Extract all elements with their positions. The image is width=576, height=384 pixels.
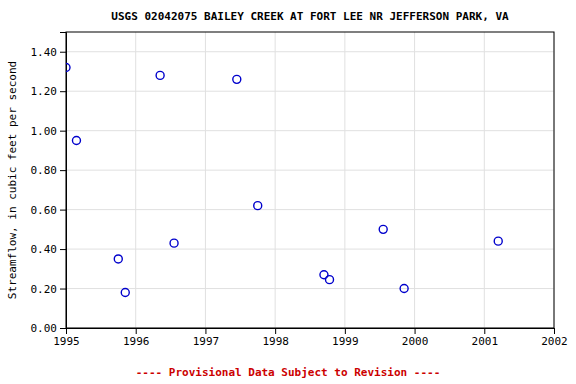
grid-line [205, 32, 206, 328]
tick-label: 2000 [402, 335, 429, 348]
tick-label: 0.80 [31, 164, 58, 177]
points [66, 64, 502, 297]
tick: 1995 [53, 328, 80, 348]
point [400, 285, 408, 293]
grid-line [135, 32, 136, 328]
y-axis: 0.00 0.20 0.40 0.60 0.80 1.00 1.20 1.40 [31, 33, 67, 336]
point [379, 225, 387, 233]
tick-label: 0.00 [31, 322, 58, 335]
tick-mark [345, 328, 346, 334]
axis-line [60, 33, 67, 329]
grid-line [414, 32, 415, 328]
grid-line [66, 249, 554, 250]
tick: 2001 [472, 328, 499, 348]
tick-mark [205, 328, 206, 334]
tick-mark [136, 328, 137, 334]
tick-mark [60, 328, 66, 329]
tick: 1999 [332, 328, 359, 348]
tick-label: 2002 [541, 335, 568, 348]
title: USGS 02042075 BAILEY CREEK AT FORT LEE N… [111, 10, 509, 23]
point [254, 202, 262, 210]
plot-frame [66, 32, 554, 328]
tick: 0.40 [31, 243, 67, 256]
tick-mark [60, 249, 66, 250]
tick: 0.20 [31, 283, 67, 296]
tick: 1996 [123, 328, 150, 348]
tick-label: 1998 [262, 335, 289, 348]
tick-mark [60, 170, 66, 171]
tick: 2002 [541, 328, 568, 348]
tick-mark [415, 328, 416, 334]
y-axis-title: Streamflow, in cubic feet per second [6, 61, 19, 299]
chart: 1995 1996 1997 1998 1999 2000 2001 2002 0.00 0.20… [0, 0, 576, 384]
tick: 1997 [193, 328, 220, 348]
grid-line [484, 32, 485, 328]
point [233, 75, 241, 83]
point [170, 239, 178, 247]
plot-area: 1995 1996 1997 1998 1999 2000 2001 2002 0.00 0.20… [31, 32, 568, 348]
axis-line [67, 329, 555, 335]
tick: 1998 [262, 328, 289, 348]
tick-label: 0.20 [31, 283, 58, 296]
grid-line [66, 91, 554, 92]
point [326, 276, 334, 284]
tick-mark [60, 289, 66, 290]
tick-mark [554, 328, 555, 334]
tick-mark [60, 210, 66, 211]
point [121, 288, 129, 296]
tick-label: 1995 [53, 335, 80, 348]
tick: 1.40 [31, 46, 67, 59]
tick-mark [60, 131, 66, 132]
tick: 0.00 [31, 322, 67, 335]
tick: 0.60 [31, 204, 67, 217]
tick-mark [60, 52, 66, 53]
point [72, 137, 80, 145]
tick-label: 1999 [332, 335, 359, 348]
point [156, 71, 164, 79]
point [494, 237, 502, 245]
footnote: ---- Provisional Data Subject to Revisio… [136, 366, 441, 379]
grid-line [66, 209, 554, 210]
tick-label: 1.40 [31, 46, 58, 59]
tick-label: 0.40 [31, 243, 58, 256]
tick-label: 1996 [123, 335, 150, 348]
x-axis: 1995 1996 1997 1998 1999 2000 2001 2002 [53, 328, 568, 348]
grid [66, 32, 554, 328]
tick-label: 1997 [193, 335, 220, 348]
tick-label: 1.00 [31, 125, 58, 138]
tick-label: 1.20 [31, 85, 58, 98]
tick: 1.00 [31, 125, 67, 138]
point [66, 64, 70, 72]
point [114, 255, 122, 263]
tick-mark [484, 328, 485, 334]
tick-mark [60, 91, 66, 92]
grid-line [344, 32, 345, 328]
tick: 2000 [402, 328, 429, 348]
tick: 1.20 [31, 85, 67, 98]
tick: 0.80 [31, 164, 67, 177]
grid-line [66, 130, 554, 131]
grid-line [66, 288, 554, 289]
grid-line [66, 51, 554, 52]
tick-label: 2001 [472, 335, 499, 348]
tick-mark [275, 328, 276, 334]
tick-label: 0.60 [31, 204, 58, 217]
grid-line [275, 32, 276, 328]
grid-line [66, 170, 554, 171]
